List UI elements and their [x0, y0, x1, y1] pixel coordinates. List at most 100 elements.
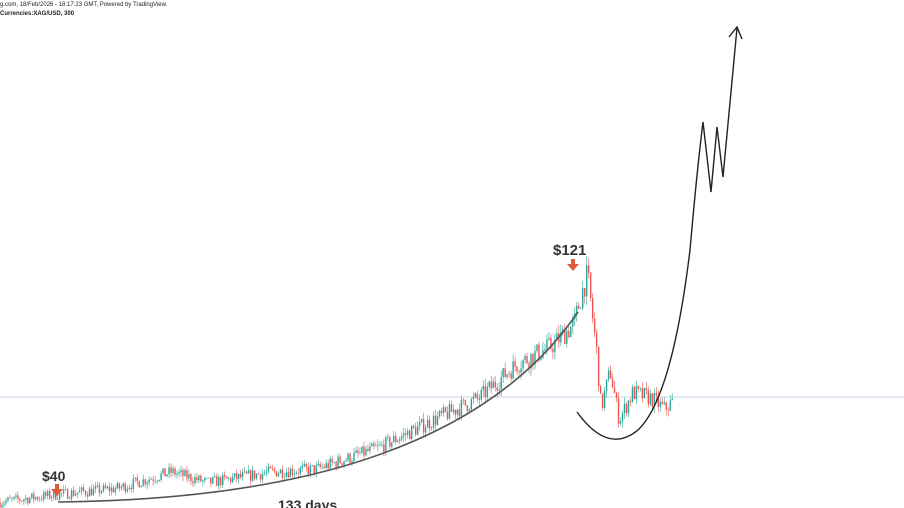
candle-body [488, 381, 490, 387]
candle-body [188, 474, 190, 479]
candle-body [393, 436, 395, 443]
candle-body [249, 470, 252, 481]
candle-body [289, 468, 292, 478]
candle-body [287, 472, 290, 478]
candle-body [216, 476, 218, 486]
candle-body [399, 439, 401, 441]
candle-body [361, 446, 363, 454]
candle-body [589, 272, 592, 299]
candle-body [259, 474, 262, 480]
candle-body [597, 346, 600, 387]
candle-body [482, 385, 484, 390]
candle-body [174, 468, 176, 475]
candle-body [285, 472, 288, 477]
candle-body [667, 409, 669, 411]
candle-body [210, 477, 212, 484]
candle-body [31, 493, 33, 499]
candle-body [35, 497, 37, 500]
candle-body [154, 480, 156, 482]
candle-body [230, 477, 232, 482]
candle-body [124, 483, 126, 492]
candle-body [281, 469, 284, 478]
candle-body [108, 486, 111, 492]
candle-body [637, 386, 640, 389]
candle-body [122, 483, 125, 487]
candle-body [1, 504, 3, 508]
candle-body [407, 430, 409, 435]
candle-body [405, 433, 407, 435]
candle-body [452, 409, 455, 412]
candle-body [80, 487, 83, 491]
candle-body [510, 373, 512, 379]
candle-body [170, 467, 172, 473]
candle-body [655, 393, 658, 396]
candle-body [440, 410, 443, 414]
candle-body [158, 479, 160, 482]
candle-body [631, 387, 634, 402]
candle-body [464, 399, 467, 406]
candle-body [247, 470, 250, 474]
candle-body [430, 427, 433, 429]
candle-body [355, 450, 357, 453]
candle-body [460, 399, 463, 416]
candle-body [118, 483, 121, 489]
candle-body [418, 422, 421, 427]
projection-arrowhead-icon [728, 25, 743, 40]
candle-body [114, 488, 117, 493]
candle-body [448, 404, 451, 419]
candle-body [490, 381, 492, 389]
candle-body [309, 465, 311, 474]
candle-body [72, 490, 75, 496]
candle-body [609, 370, 612, 379]
candle-body [52, 490, 55, 498]
candle-body [498, 389, 500, 391]
candle-body [182, 469, 184, 477]
candle-body [546, 339, 548, 350]
candle-body [0, 502, 1, 508]
candle-body [333, 462, 335, 463]
candle-body [305, 463, 307, 468]
candle-body [198, 475, 200, 481]
candle-body [438, 410, 441, 417]
candle-body [136, 477, 138, 482]
candle-body [142, 479, 144, 486]
candle-body [601, 393, 604, 408]
candle-body [241, 472, 244, 478]
candle-body [669, 400, 671, 411]
candle-body [607, 370, 610, 380]
candle-body [470, 399, 473, 410]
candle-body [126, 488, 128, 492]
candle-body [200, 475, 202, 482]
candle-body [605, 379, 608, 392]
candle-body [595, 332, 598, 347]
candle-body [84, 491, 87, 495]
candle-body [357, 450, 359, 454]
candle-body [5, 500, 7, 504]
candle-body [671, 398, 673, 401]
candle-body [647, 390, 650, 405]
candle-body [29, 498, 31, 504]
candle-body [462, 399, 465, 401]
candle-body [23, 499, 25, 501]
candle-body [530, 353, 532, 369]
candle-body [556, 333, 558, 340]
candle-body [395, 436, 397, 443]
candle-body [92, 488, 95, 496]
candle-body [263, 472, 266, 474]
candle-body [562, 329, 564, 332]
candle-body [520, 368, 522, 373]
candle-body [168, 467, 170, 475]
candle-body [231, 476, 234, 482]
candle-body [502, 368, 504, 378]
candle-body [261, 473, 264, 480]
candle-body [253, 470, 256, 479]
candle-body [450, 404, 453, 412]
parabolic-support-curve [57, 311, 579, 503]
candle-body [426, 419, 429, 428]
candle-body [331, 458, 333, 463]
candle-body [64, 489, 67, 490]
candle-body [307, 467, 309, 474]
candle-body [454, 409, 457, 415]
candle-body [134, 477, 136, 479]
